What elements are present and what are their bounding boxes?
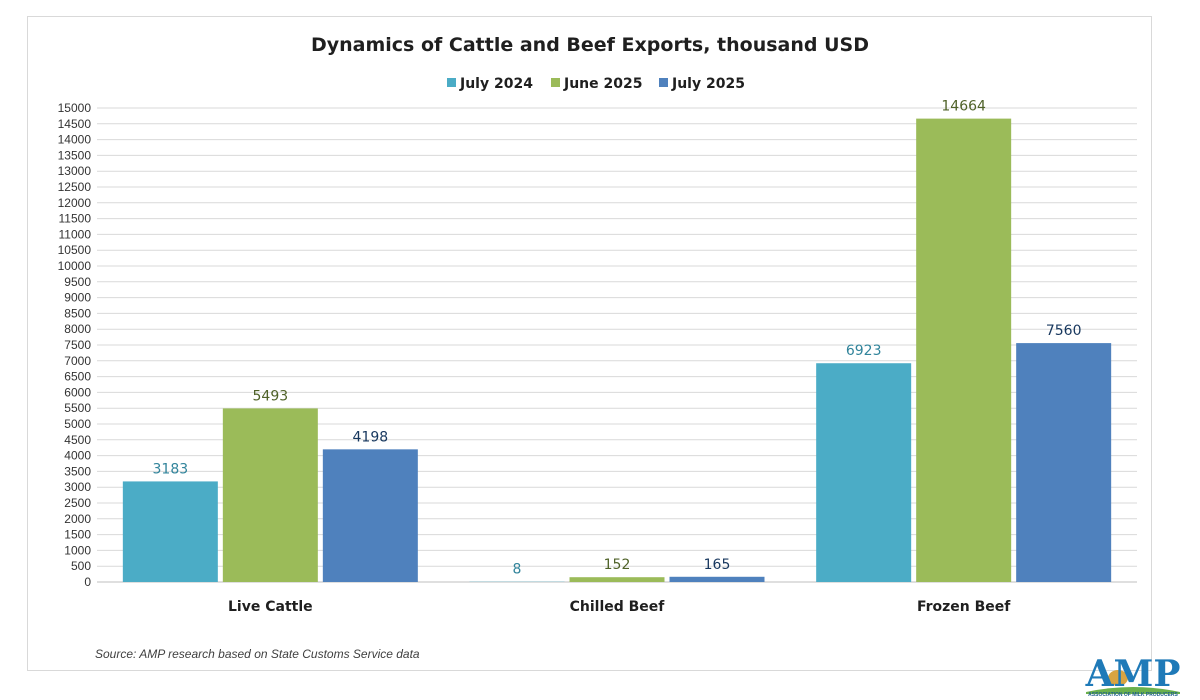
bar xyxy=(222,408,318,582)
bar xyxy=(816,363,912,582)
y-tick-label: 14500 xyxy=(58,117,92,131)
data-label: 165 xyxy=(704,557,731,573)
y-tick-label: 8500 xyxy=(64,306,91,320)
y-tick-label: 7500 xyxy=(64,338,91,352)
svg-text:AMP: AMP xyxy=(1085,653,1181,695)
y-tick-label: 5000 xyxy=(64,417,91,431)
y-tick-label: 5500 xyxy=(64,401,91,415)
y-tick-label: 3000 xyxy=(64,480,91,494)
y-tick-label: 7000 xyxy=(64,354,91,368)
y-tick-label: 12000 xyxy=(58,196,92,210)
data-label: 7560 xyxy=(1046,323,1082,339)
y-tick-label: 1500 xyxy=(64,528,91,542)
y-tick-label: 9500 xyxy=(64,275,91,289)
y-tick-label: 10500 xyxy=(58,243,92,257)
data-label: 3183 xyxy=(153,461,189,477)
y-tick-label: 3500 xyxy=(64,464,91,478)
source-note: Source: AMP research based on State Cust… xyxy=(95,647,420,661)
x-axis: Live Cattle Chilled Beef Frozen Beef xyxy=(228,599,1011,615)
data-labels: 3183 5493 4198 8 152 165 6923 14664 7560 xyxy=(153,99,1082,578)
y-tick-label: 14000 xyxy=(58,133,92,147)
y-tick-label: 500 xyxy=(71,559,91,573)
legend-swatch xyxy=(659,78,668,87)
y-tick-label: 13000 xyxy=(58,164,92,178)
bar xyxy=(1016,343,1112,582)
x-tick-label: Live Cattle xyxy=(228,599,313,615)
y-tick-label: 13500 xyxy=(58,148,92,162)
y-tick-label: 1000 xyxy=(64,543,91,557)
bar xyxy=(322,449,418,582)
y-tick-label: 4000 xyxy=(64,449,91,463)
y-tick-label: 11500 xyxy=(59,212,92,226)
data-label: 4198 xyxy=(353,429,389,445)
chart-legend: July 2024 June 2025 July 2025 xyxy=(447,76,745,92)
bar xyxy=(916,118,1012,582)
chart-title: Dynamics of Cattle and Beef Exports, tho… xyxy=(311,34,869,56)
y-tick-label: 8000 xyxy=(64,322,91,336)
y-tick-label: 4500 xyxy=(64,433,91,447)
x-tick-label: Chilled Beef xyxy=(570,599,666,615)
chart-bars xyxy=(122,118,1112,582)
y-axis: 0500100015002000250030003500400045005000… xyxy=(58,101,92,589)
y-tick-label: 15000 xyxy=(58,101,92,115)
bar xyxy=(669,576,765,582)
legend-swatch xyxy=(551,78,560,87)
data-label: 5493 xyxy=(253,388,289,404)
y-tick-label: 0 xyxy=(84,575,91,589)
y-tick-label: 9000 xyxy=(64,291,91,305)
amp-logo: AMP ASSOCIATION OF MILK PRODUCERS xyxy=(1085,653,1181,698)
data-label: 152 xyxy=(604,557,631,573)
bar xyxy=(569,577,665,582)
y-tick-label: 10000 xyxy=(58,259,92,273)
legend-label: July 2025 xyxy=(671,76,745,92)
data-label: 8 xyxy=(513,562,522,578)
y-tick-label: 6500 xyxy=(64,370,91,384)
y-tick-label: 2000 xyxy=(64,512,91,526)
svg-text:ASSOCIATION OF MILK PRODUCERS: ASSOCIATION OF MILK PRODUCERS xyxy=(1088,692,1178,698)
y-tick-label: 6000 xyxy=(64,385,91,399)
legend-label: July 2024 xyxy=(459,76,533,92)
data-label: 6923 xyxy=(846,343,882,359)
x-tick-label: Frozen Beef xyxy=(917,599,1011,615)
y-tick-label: 2500 xyxy=(64,496,91,510)
bar xyxy=(122,481,218,582)
data-label: 14664 xyxy=(941,99,986,115)
y-tick-label: 12500 xyxy=(58,180,92,194)
legend-swatch xyxy=(447,78,456,87)
y-tick-label: 11000 xyxy=(59,227,92,241)
legend-label: June 2025 xyxy=(563,76,642,92)
